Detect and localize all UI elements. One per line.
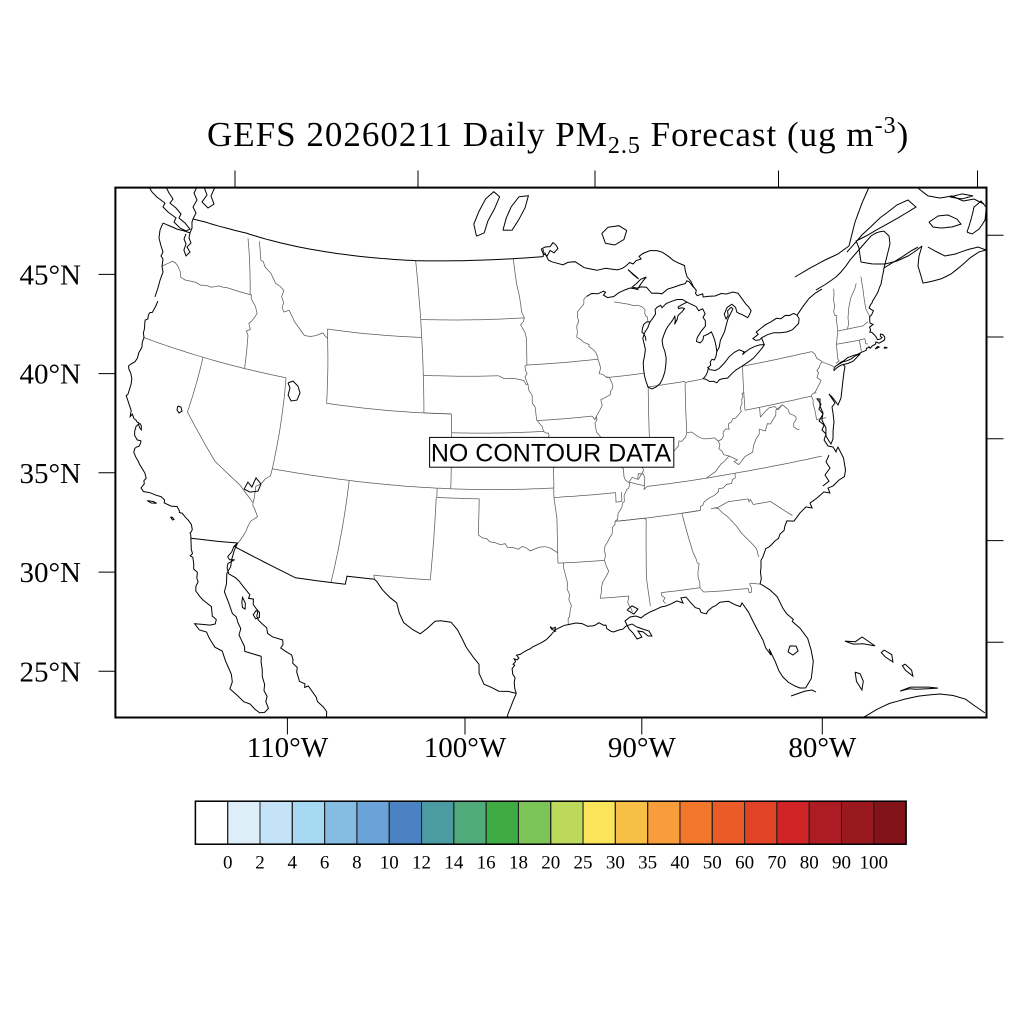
svg-text:14: 14 <box>444 853 464 874</box>
svg-text:12: 12 <box>412 853 431 874</box>
svg-text:90: 90 <box>832 853 851 874</box>
svg-text:20: 20 <box>541 853 560 874</box>
svg-text:100: 100 <box>860 853 889 874</box>
svg-text:25: 25 <box>574 853 593 874</box>
svg-text:45°N: 45°N <box>19 259 81 291</box>
svg-text:50: 50 <box>703 853 722 874</box>
svg-text:35: 35 <box>638 853 657 874</box>
svg-text:90°W: 90°W <box>608 732 677 764</box>
svg-text:18: 18 <box>509 853 528 874</box>
svg-text:2: 2 <box>255 853 265 874</box>
svg-text:40: 40 <box>670 853 689 874</box>
svg-text:6: 6 <box>320 853 330 874</box>
svg-text:4: 4 <box>288 853 298 874</box>
svg-text:10: 10 <box>380 853 399 874</box>
svg-text:30°N: 30°N <box>19 557 81 589</box>
svg-text:70: 70 <box>767 853 786 874</box>
svg-text:25°N: 25°N <box>19 656 81 688</box>
svg-text:60: 60 <box>735 853 754 874</box>
svg-text:40°N: 40°N <box>19 359 81 391</box>
svg-text:GEFS 20260211 Daily PM2.5 Fore: GEFS 20260211 Daily PM2.5 Forecast (ug m… <box>207 113 909 159</box>
svg-text:NO CONTOUR DATA: NO CONTOUR DATA <box>431 440 672 468</box>
svg-text:30: 30 <box>606 853 625 874</box>
svg-text:80°W: 80°W <box>788 732 857 764</box>
svg-text:35°N: 35°N <box>19 458 81 490</box>
svg-text:0: 0 <box>223 853 233 874</box>
svg-text:110°W: 110°W <box>247 732 329 764</box>
svg-text:16: 16 <box>477 853 496 874</box>
svg-text:8: 8 <box>352 853 362 874</box>
svg-text:100°W: 100°W <box>424 732 507 764</box>
svg-text:80: 80 <box>800 853 819 874</box>
